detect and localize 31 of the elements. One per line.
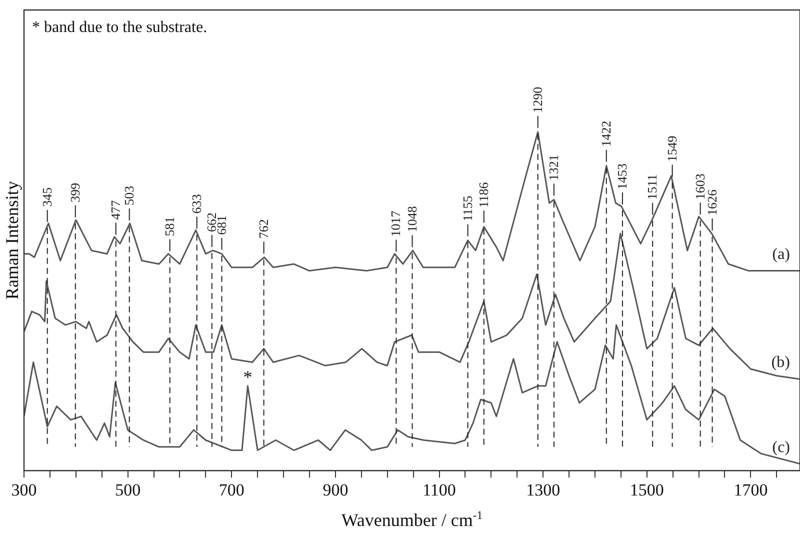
x-tick-label: 1100 (422, 480, 456, 500)
ref-line-label: 1321 (546, 154, 561, 181)
ref-line-label: 1017 (388, 210, 404, 237)
ref-line-label: 1422 (598, 120, 614, 147)
x-tick-label: 500 (115, 480, 141, 500)
ref-line-label: 477 (108, 200, 123, 220)
x-tick-label: 1500 (630, 480, 664, 500)
text: * band due to the substrate. (32, 19, 208, 36)
ref-line-label: 1048 (404, 206, 420, 232)
ref-line-label: 1155 (460, 196, 475, 222)
ref-line-label: 633 (188, 194, 204, 214)
ref-line-label: 1511 (644, 174, 660, 200)
ref-line-label: 1186 (476, 182, 491, 208)
x-tick-label: 900 (322, 480, 348, 500)
ref-line-label: 581 (162, 216, 177, 236)
ref-line-label: 1453 (614, 163, 630, 190)
x-tick-label: 700 (218, 480, 244, 500)
series-label: (c) (772, 438, 790, 456)
ref-line-label: 503 (121, 186, 136, 206)
ref-line-label: 345 (39, 187, 54, 207)
ref-line-label: 1549 (664, 136, 680, 162)
x-tick-label: 1700 (734, 480, 768, 500)
ref-line-label: 762 (256, 219, 271, 239)
annotation: * (243, 366, 252, 387)
y-axis-title: Raman Intensity (2, 181, 22, 300)
series-label: (b) (771, 354, 790, 372)
x-tick-label: 300 (11, 480, 37, 500)
x-tick-label: 1300 (526, 480, 560, 500)
ref-line-label: 399 (67, 182, 82, 202)
series-label: (a) (772, 246, 790, 263)
ref-line-label: 1290 (530, 86, 545, 113)
